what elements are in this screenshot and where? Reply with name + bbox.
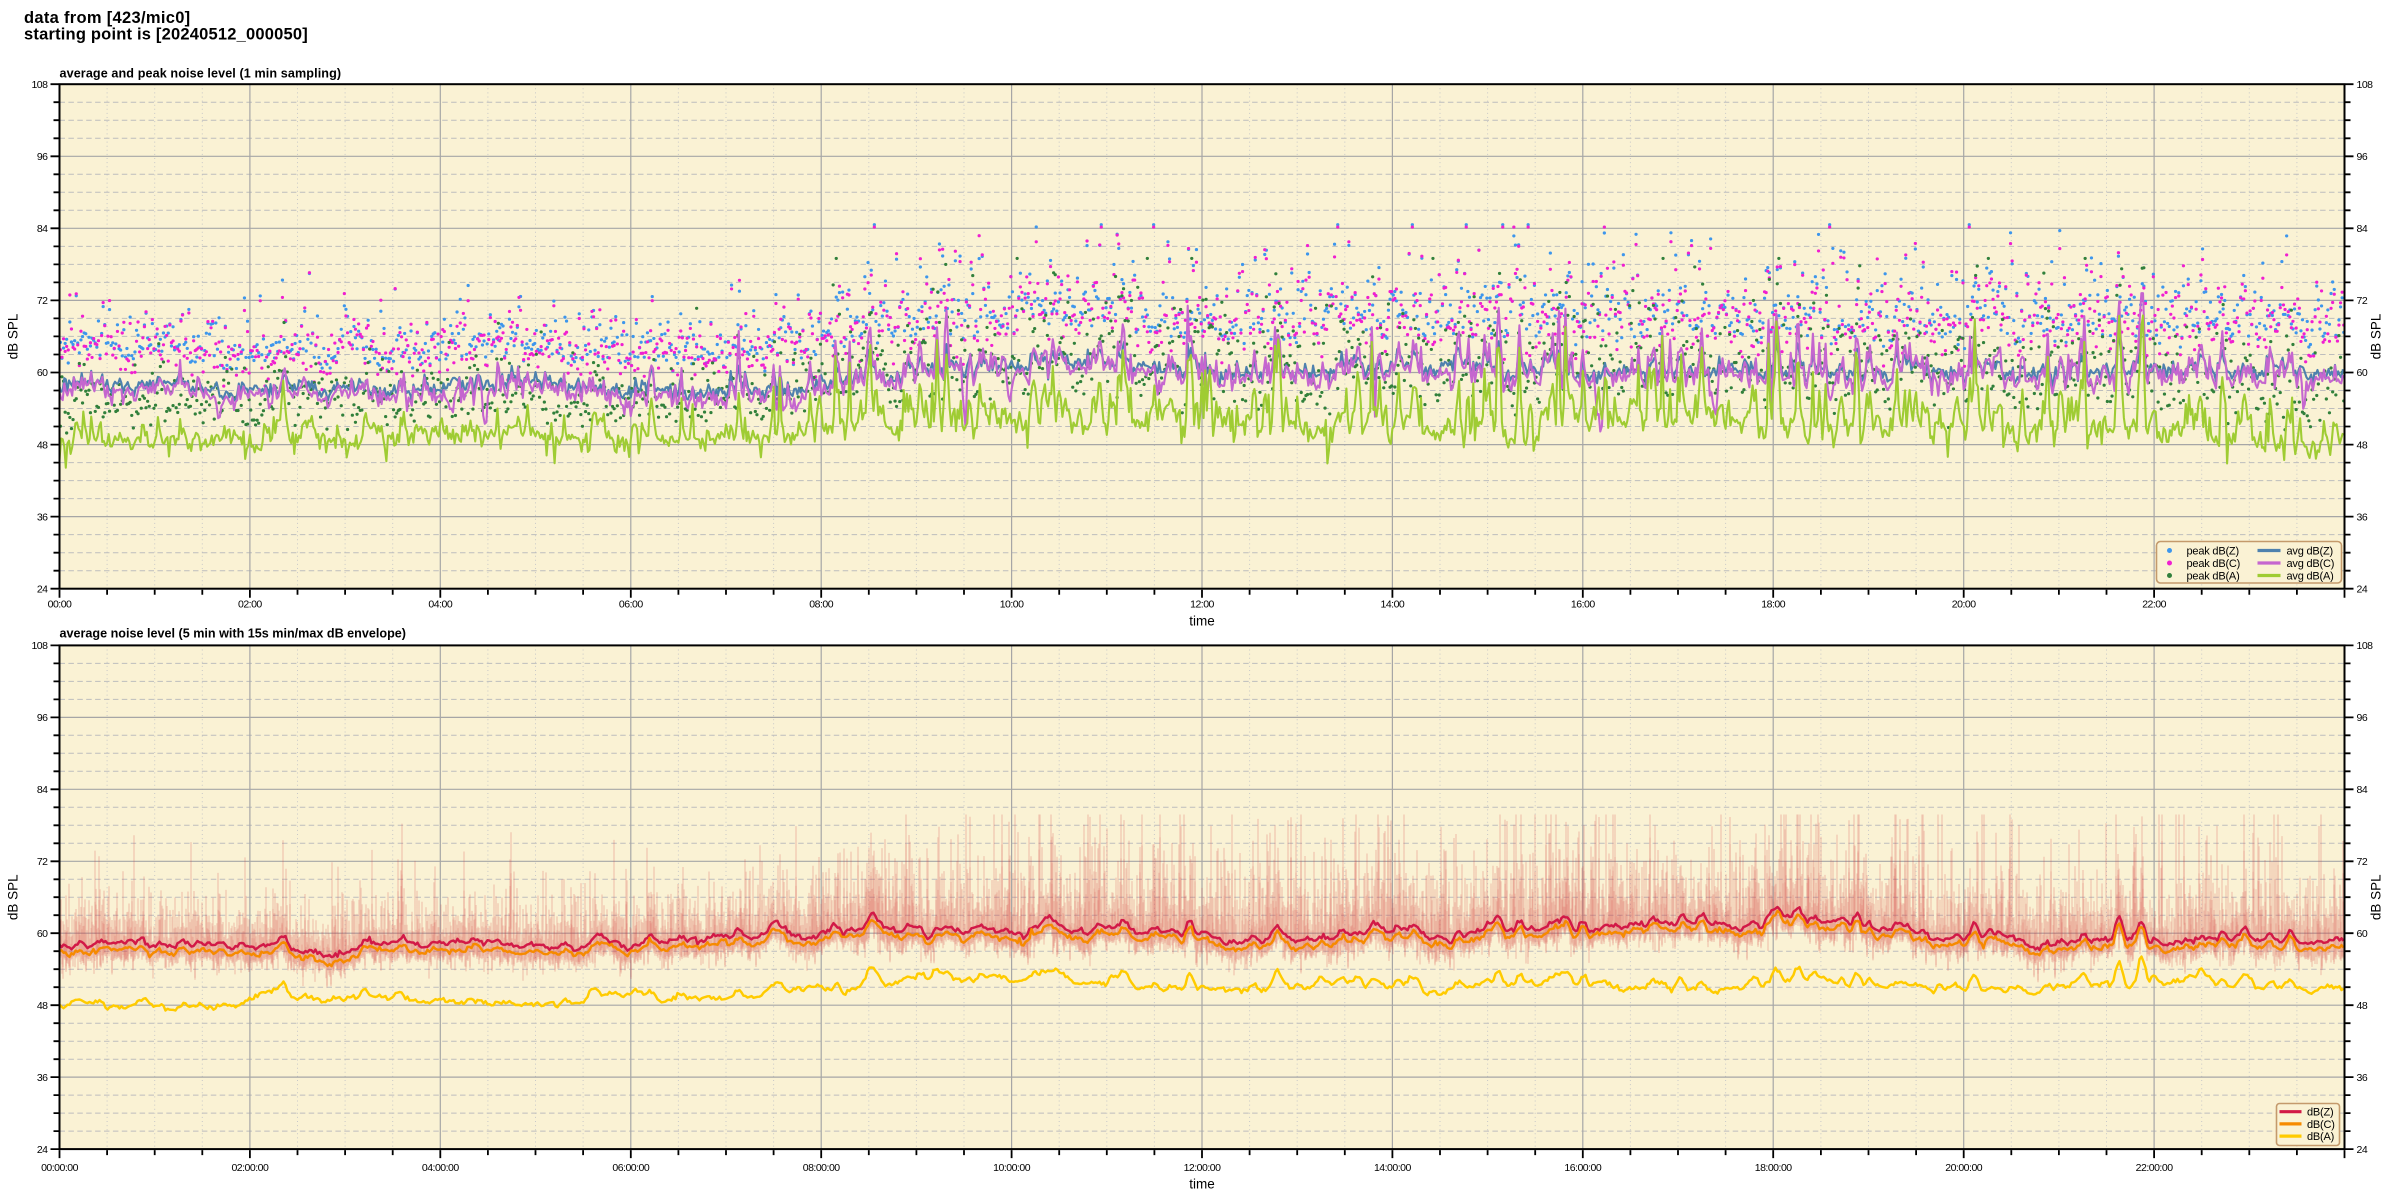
svg-text:14:00: 14:00 <box>1381 598 1405 610</box>
svg-text:avg dB(C): avg dB(C) <box>2287 558 2335 570</box>
svg-text:data from [423/mic0]: data from [423/mic0] <box>24 9 190 27</box>
svg-text:24: 24 <box>2357 583 2368 595</box>
svg-text:avg dB(A): avg dB(A) <box>2287 570 2334 582</box>
svg-text:84: 84 <box>2357 784 2368 796</box>
svg-text:00:00:00: 00:00:00 <box>41 1162 79 1174</box>
svg-text:average noise level (5 min wit: average noise level (5 min with 15s min/… <box>60 627 406 641</box>
svg-text:48: 48 <box>37 439 48 451</box>
svg-text:24: 24 <box>2357 1144 2368 1156</box>
svg-text:04:00: 04:00 <box>428 598 452 610</box>
svg-text:60: 60 <box>2357 367 2368 379</box>
svg-text:10:00:00: 10:00:00 <box>993 1162 1031 1174</box>
svg-text:time: time <box>1189 1177 1215 1192</box>
svg-text:02:00: 02:00 <box>238 598 262 610</box>
svg-text:84: 84 <box>2357 223 2368 235</box>
svg-text:16:00: 16:00 <box>1571 598 1595 610</box>
svg-text:00:00: 00:00 <box>48 598 72 610</box>
svg-text:84: 84 <box>37 223 48 235</box>
svg-text:36: 36 <box>37 511 48 523</box>
svg-text:96: 96 <box>2357 712 2368 724</box>
svg-text:36: 36 <box>2357 1072 2368 1084</box>
svg-text:72: 72 <box>2357 856 2368 868</box>
svg-text:dB(C): dB(C) <box>2307 1119 2335 1131</box>
svg-text:96: 96 <box>37 151 48 163</box>
svg-text:72: 72 <box>37 295 48 307</box>
svg-text:108: 108 <box>2357 640 2374 652</box>
svg-text:48: 48 <box>2357 1000 2368 1012</box>
svg-text:02:00:00: 02:00:00 <box>231 1162 269 1174</box>
svg-text:48: 48 <box>37 1000 48 1012</box>
svg-text:60: 60 <box>37 928 48 940</box>
svg-text:dB(A): dB(A) <box>2307 1131 2334 1143</box>
svg-text:dB SPL: dB SPL <box>6 313 21 359</box>
svg-text:12:00: 12:00 <box>1190 598 1214 610</box>
svg-text:avg dB(Z): avg dB(Z) <box>2287 545 2334 557</box>
svg-text:06:00:00: 06:00:00 <box>612 1162 650 1174</box>
svg-text:72: 72 <box>2357 295 2368 307</box>
svg-text:96: 96 <box>37 712 48 724</box>
svg-text:14:00:00: 14:00:00 <box>1374 1162 1412 1174</box>
svg-text:18:00:00: 18:00:00 <box>1755 1162 1793 1174</box>
svg-text:10:00: 10:00 <box>1000 598 1024 610</box>
svg-text:16:00:00: 16:00:00 <box>1564 1162 1602 1174</box>
svg-text:108: 108 <box>31 79 48 91</box>
svg-text:36: 36 <box>37 1072 48 1084</box>
svg-text:20:00: 20:00 <box>1952 598 1976 610</box>
svg-text:18:00: 18:00 <box>1761 598 1785 610</box>
svg-text:starting point is [20240512_00: starting point is [20240512_000050] <box>24 26 308 44</box>
svg-text:dB SPL: dB SPL <box>2369 313 2384 359</box>
svg-text:60: 60 <box>2357 928 2368 940</box>
svg-text:84: 84 <box>37 784 48 796</box>
svg-text:peak dB(C): peak dB(C) <box>2187 558 2241 570</box>
svg-text:60: 60 <box>37 367 48 379</box>
svg-text:20:00:00: 20:00:00 <box>1945 1162 1983 1174</box>
svg-text:08:00:00: 08:00:00 <box>803 1162 841 1174</box>
svg-text:72: 72 <box>37 856 48 868</box>
svg-text:108: 108 <box>31 640 48 652</box>
svg-text:06:00: 06:00 <box>619 598 643 610</box>
svg-text:24: 24 <box>37 1144 48 1156</box>
svg-text:dB SPL: dB SPL <box>6 874 21 920</box>
svg-text:12:00:00: 12:00:00 <box>1184 1162 1222 1174</box>
svg-text:time: time <box>1189 614 1215 629</box>
svg-text:peak dB(Z): peak dB(Z) <box>2187 545 2239 557</box>
svg-text:48: 48 <box>2357 439 2368 451</box>
svg-text:dB(Z): dB(Z) <box>2307 1107 2334 1119</box>
svg-text:36: 36 <box>2357 511 2368 523</box>
svg-text:dB SPL: dB SPL <box>2369 874 2384 920</box>
svg-text:08:00: 08:00 <box>809 598 833 610</box>
svg-text:108: 108 <box>2357 79 2374 91</box>
svg-text:peak dB(A): peak dB(A) <box>2187 570 2240 582</box>
svg-text:22:00: 22:00 <box>2142 598 2166 610</box>
svg-text:04:00:00: 04:00:00 <box>422 1162 460 1174</box>
svg-text:24: 24 <box>37 583 48 595</box>
svg-text:96: 96 <box>2357 151 2368 163</box>
svg-text:22:00:00: 22:00:00 <box>2136 1162 2174 1174</box>
svg-text:average and peak noise level (: average and peak noise level (1 min samp… <box>60 67 342 81</box>
